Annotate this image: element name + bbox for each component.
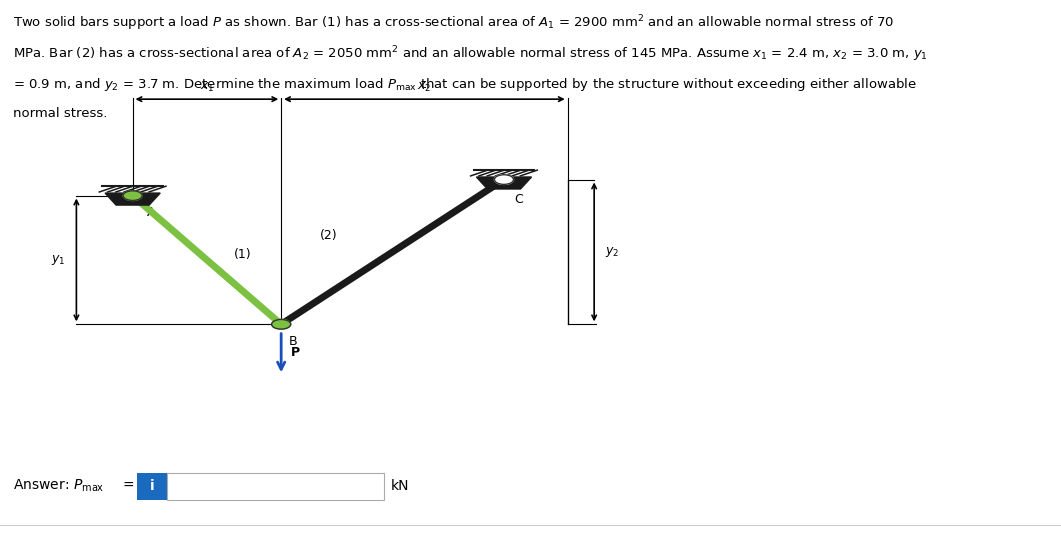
Polygon shape bbox=[476, 177, 532, 189]
Text: $x_2$: $x_2$ bbox=[417, 81, 432, 94]
Text: (2): (2) bbox=[320, 229, 337, 242]
Text: Two solid bars support a load $P$ as shown. Bar (1) has a cross-sectional area o: Two solid bars support a load $P$ as sho… bbox=[13, 13, 893, 33]
Text: MPa. Bar (2) has a cross-sectional area of $A_2$ = 2050 mm$^2$ and an allowable : MPa. Bar (2) has a cross-sectional area … bbox=[13, 44, 927, 64]
Circle shape bbox=[494, 175, 514, 184]
Bar bbox=[167, 473, 384, 500]
Text: $x_1$: $x_1$ bbox=[199, 81, 214, 94]
Polygon shape bbox=[105, 193, 160, 205]
Text: P: P bbox=[291, 346, 300, 360]
Circle shape bbox=[272, 319, 291, 329]
Text: =: = bbox=[122, 479, 134, 493]
Text: normal stress.: normal stress. bbox=[13, 107, 107, 120]
Text: $y_2$: $y_2$ bbox=[605, 245, 619, 259]
Text: Answer: $P_\mathrm{max}$: Answer: $P_\mathrm{max}$ bbox=[13, 478, 104, 494]
Text: kN: kN bbox=[390, 479, 408, 493]
Text: (1): (1) bbox=[233, 248, 251, 261]
Circle shape bbox=[123, 191, 142, 200]
Text: i: i bbox=[150, 479, 154, 493]
Text: A: A bbox=[146, 206, 155, 219]
Text: B: B bbox=[289, 335, 297, 348]
Text: C: C bbox=[515, 193, 523, 206]
Text: $y_1$: $y_1$ bbox=[51, 253, 66, 267]
Text: = 0.9 m, and $y_2$ = 3.7 m. Determine the maximum load $P_\mathrm{max}$ that can: = 0.9 m, and $y_2$ = 3.7 m. Determine th… bbox=[13, 76, 917, 93]
Bar bbox=[137, 473, 167, 500]
